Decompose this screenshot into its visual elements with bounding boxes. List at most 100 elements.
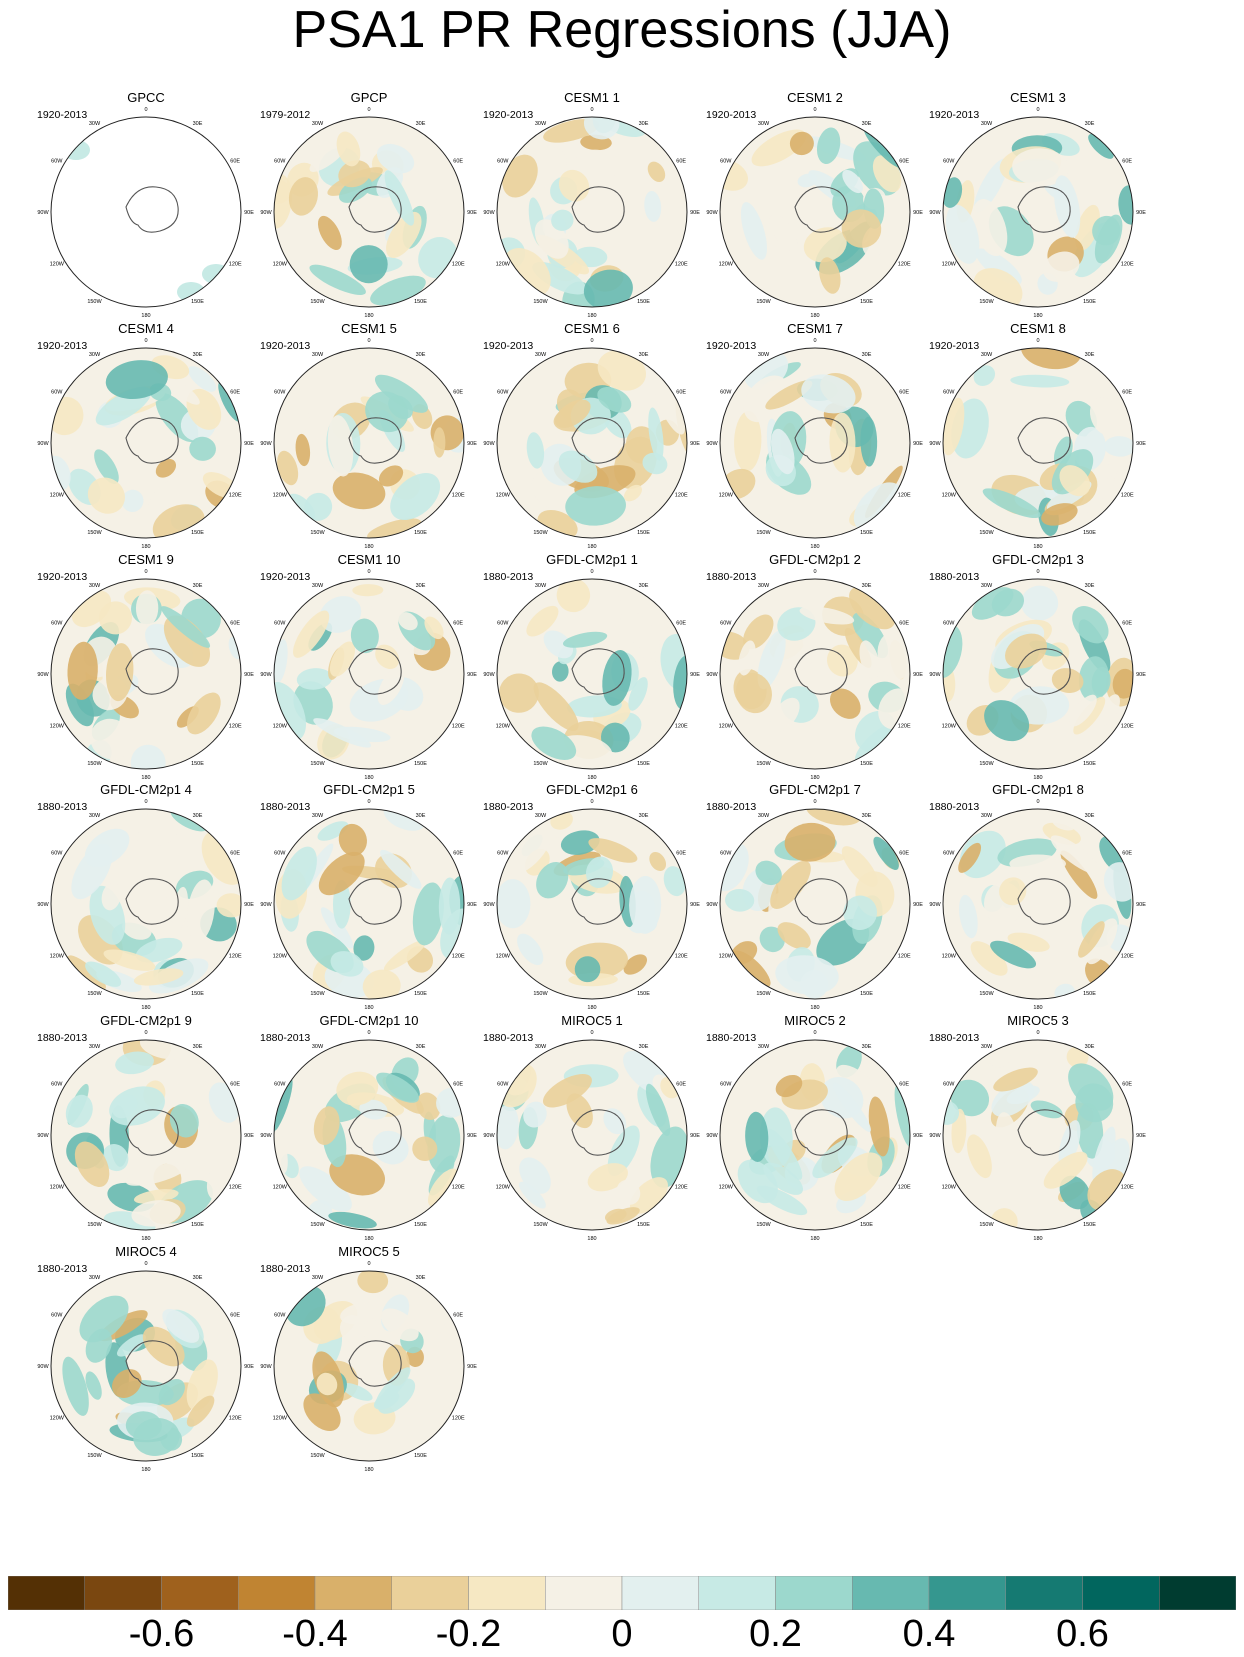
meridian-label: 180 <box>810 775 819 781</box>
polar-map: 0 30E 60E 90E 120E 150E 180 150W 120W 90W 60W 30W <box>706 338 923 550</box>
field-contour <box>644 190 662 222</box>
field-contour <box>498 673 539 713</box>
meridian-label: 30W <box>758 813 770 819</box>
meridian-label: 60E <box>1122 390 1132 396</box>
field-contour <box>440 908 464 960</box>
meridian-label: 150E <box>637 761 650 767</box>
meridian-label: 90E <box>1136 210 1146 216</box>
map-boundary <box>719 116 911 308</box>
meridian-label: 60E <box>230 621 240 627</box>
field-contour <box>775 955 839 995</box>
meridian-label: 90E <box>244 1364 254 1370</box>
map-boundary <box>942 347 1134 539</box>
meridian-label: 0 <box>1036 338 1039 344</box>
field-contour <box>647 161 666 183</box>
field-contour <box>163 615 211 667</box>
field-contour <box>116 1334 146 1357</box>
field-contour <box>90 718 133 760</box>
meridian-label: 180 <box>810 1005 819 1011</box>
polar-map: 0 30E 60E 90E 120E 150E 180 150W 120W 90W 60W 30W <box>37 1261 254 1473</box>
field-contour <box>573 149 619 182</box>
map-boundary <box>719 808 911 1000</box>
meridian-label: 30E <box>1085 121 1095 127</box>
field-contour <box>588 838 638 863</box>
meridian-label: 90E <box>1136 1133 1146 1139</box>
panel-period: 1880-2013 <box>483 801 534 813</box>
meridian-label: 60E <box>899 851 909 857</box>
field-contour <box>1009 854 1066 874</box>
meridian-label: 180 <box>1033 1236 1042 1242</box>
field-contour <box>333 726 391 743</box>
field-contour <box>186 692 221 735</box>
meridian-label: 120E <box>229 954 242 960</box>
meridian-label: 60E <box>453 390 463 396</box>
meridian-label: 30E <box>639 583 649 589</box>
meridian-label: 150W <box>310 530 325 536</box>
field-contour <box>606 1207 640 1225</box>
field-contour <box>316 1372 338 1396</box>
field-contour <box>523 1101 547 1128</box>
panel-period: 1880-2013 <box>260 1032 311 1044</box>
colorbar-swatch <box>8 1576 85 1610</box>
coastline <box>348 417 402 464</box>
meridian-label: 120W <box>273 1185 288 1191</box>
meridian-label: 60E <box>1122 1082 1132 1088</box>
field-contour <box>629 875 662 934</box>
map-panel: GPCP 1979-2012 0 30E 60E 90E 120E 150E 180 150W 12… <box>256 90 482 326</box>
field-contour <box>1113 459 1133 496</box>
meridian-label: 30W <box>312 1275 324 1281</box>
meridian-label: 90W <box>706 1133 718 1139</box>
field-contour <box>1005 633 1048 669</box>
meridian-label: 60E <box>1122 621 1132 627</box>
field-contour <box>376 1072 419 1103</box>
field-contour <box>789 131 814 156</box>
meridian-label: 30E <box>193 352 203 358</box>
field-contour <box>384 170 415 226</box>
panel-grid: GPCC 1920-2013 0 30E 60E 90E 120E 150E 180 150W 12… <box>37 90 1146 1473</box>
coastline <box>571 648 625 695</box>
meridian-label: 150E <box>191 530 204 536</box>
meridian-label: 90W <box>706 902 718 908</box>
field-contour <box>101 882 121 911</box>
field-contour <box>433 427 446 458</box>
panel-period: 1880-2013 <box>483 571 534 583</box>
field-contour <box>65 1094 93 1128</box>
meridian-label: 30E <box>1085 352 1095 358</box>
meridian-label: 150W <box>756 761 771 767</box>
meridian-label: 120W <box>273 262 288 268</box>
field-contour <box>623 954 648 975</box>
meridian-label: 120W <box>50 1416 65 1422</box>
field-contour <box>293 610 330 658</box>
meridian-label: 150W <box>310 1453 325 1459</box>
field-contour <box>216 893 241 918</box>
coastline <box>125 417 179 464</box>
meridian-label: 60W <box>51 159 63 165</box>
panel-title: GFDL-CM2p1 8 <box>992 782 1084 797</box>
field-contour <box>374 374 428 413</box>
field-contour <box>738 640 756 676</box>
map-panel: GFDL-CM2p1 2 1880-2013 0 30E 60E 90E 120E 150E 1… <box>702 552 928 788</box>
meridian-label: 150E <box>414 1222 427 1228</box>
map-panel: CESM1 6 1920-2013 0 30E 60E 90E 120E 150E 180 150… <box>479 321 705 557</box>
meridian-label: 180 <box>587 544 596 550</box>
field-contour <box>943 1100 960 1125</box>
field-contour <box>600 722 630 753</box>
meridian-label: 90W <box>929 672 941 678</box>
meridian-label: 180 <box>141 1467 150 1473</box>
panel-title: MIROC5 2 <box>784 1013 846 1028</box>
meridian-label: 30E <box>416 121 426 127</box>
panel-title: GFDL-CM2p1 7 <box>769 782 861 797</box>
field-contour <box>864 127 902 168</box>
meridian-label: 120W <box>496 262 511 268</box>
meridian-label: 120W <box>719 954 734 960</box>
field-contour <box>133 1418 180 1456</box>
colorbar-swatch <box>161 1576 239 1610</box>
field-contour <box>329 1154 386 1196</box>
field-contour <box>365 391 409 433</box>
meridian-label: 0 <box>367 338 370 344</box>
field-contour <box>1078 921 1105 958</box>
meridian-label: 30E <box>416 583 426 589</box>
field-contour <box>565 486 626 526</box>
field-contour <box>756 1185 808 1216</box>
meridian-label: 90W <box>483 902 495 908</box>
